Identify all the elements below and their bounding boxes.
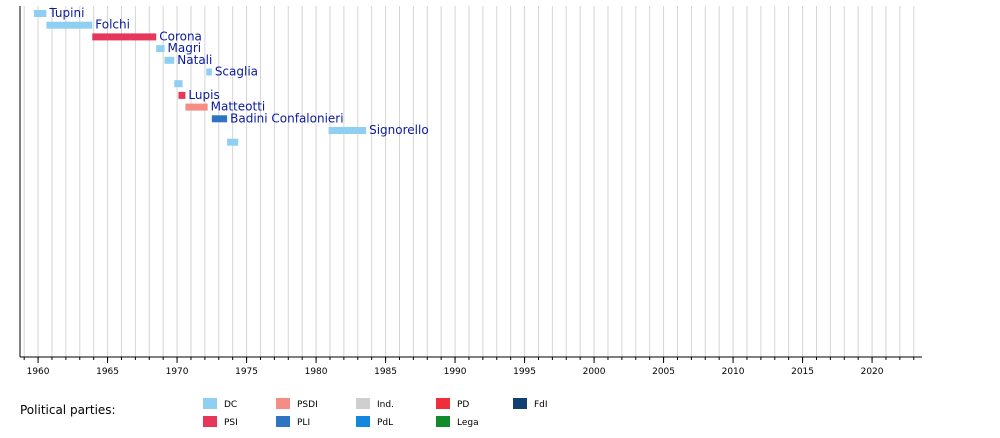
tick-label-2020: 2020 [861, 367, 884, 377]
tick-label-1990: 1990 [444, 367, 467, 377]
legend-swatch-ind [356, 398, 370, 409]
legend-swatch-lega [436, 416, 450, 427]
bar-row-12 [227, 138, 239, 146]
tick-label-2005: 2005 [652, 367, 675, 377]
legend-label-psdi: PSDI [297, 400, 318, 410]
label-corona: Corona [159, 29, 202, 43]
legend-swatch-pli [276, 416, 290, 427]
tick-label-2015: 2015 [791, 367, 814, 377]
tick-label-1965: 1965 [96, 367, 119, 377]
tick-label-2010: 2010 [722, 367, 745, 377]
bar-folchi [46, 21, 93, 29]
legend-label-ind: Ind. [377, 400, 394, 410]
label-lupis: Lupis [188, 88, 219, 102]
label-scaglia: Scaglia [215, 65, 258, 79]
legend: Political parties: DC PSI PSDI PLI Ind. PdL PD… [20, 398, 548, 428]
bar-corona [92, 33, 157, 41]
legend-label-dc: DC [224, 400, 237, 410]
tick-label-1995: 1995 [513, 367, 536, 377]
tick-label-1960: 1960 [27, 367, 50, 377]
bar-matteotti [185, 103, 208, 111]
label-magri: Magri [168, 41, 202, 55]
bar-row-7 [174, 80, 183, 88]
legend-swatch-dc [203, 398, 217, 409]
legend-swatch-fdi [513, 398, 527, 409]
legend-swatch-psdi [276, 398, 290, 409]
legend-label-lega: Lega [457, 418, 479, 428]
bar-tupini [33, 10, 47, 17]
legend-label-pli: PLI [297, 418, 310, 428]
legend-label-pdl: PdL [377, 418, 393, 428]
tick-label-1970: 1970 [166, 367, 189, 377]
label-natali: Natali [177, 53, 212, 67]
grid [23, 6, 915, 357]
bar-signorello [328, 127, 367, 134]
tick-label-1985: 1985 [374, 367, 397, 377]
legend-title: Political parties: [20, 403, 116, 417]
label-signorello: Signorello [369, 123, 429, 137]
bar-scaglia [206, 68, 212, 76]
bar-natali [164, 56, 175, 64]
bar-lupis [178, 91, 186, 99]
bar-badini-confalonieri [211, 115, 228, 123]
legend-swatch-psi [203, 416, 217, 427]
legend-swatch-pdl [356, 416, 370, 427]
tick-label-1980: 1980 [305, 367, 328, 377]
label-badini-confalonieri: Badini Confalonieri [230, 111, 343, 125]
legend-label-fdi: FdI [534, 400, 548, 410]
legend-label-pd: PD [457, 400, 469, 410]
label-folchi: Folchi [95, 18, 130, 32]
label-tupini: Tupini [48, 6, 84, 20]
tick-label-1975: 1975 [235, 367, 258, 377]
legend-label-psi: PSI [224, 418, 238, 428]
bar-magri [156, 45, 165, 53]
tick-label-2000: 2000 [583, 367, 606, 377]
legend-swatch-pd [436, 398, 450, 409]
x-axis: 1960 1965 1970 1975 1980 1985 1990 1995 2000 2005… [19, 6, 922, 377]
label-matteotti: Matteotti [211, 100, 266, 114]
